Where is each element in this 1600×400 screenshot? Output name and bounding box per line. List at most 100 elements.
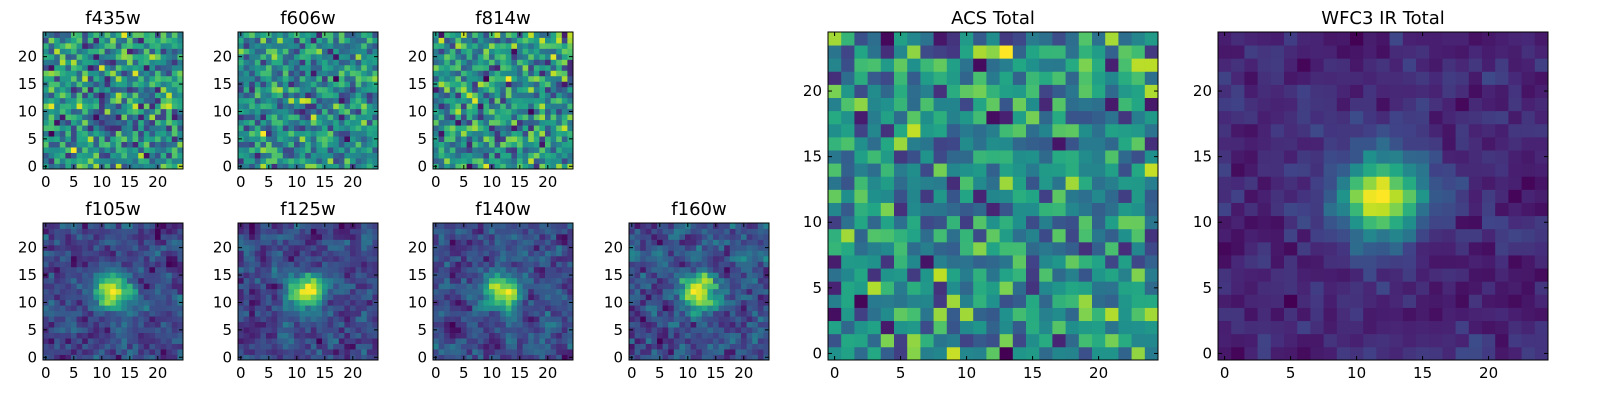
heatmap-cell	[294, 70, 300, 77]
heatmap-cell	[171, 283, 178, 290]
heatmap-cell	[662, 283, 669, 290]
heatmap-cell	[177, 343, 184, 350]
heatmap-cell	[344, 321, 351, 328]
heatmap-cell	[640, 332, 647, 339]
heatmap-cell	[854, 228, 868, 243]
heatmap-cell	[59, 283, 66, 290]
heatmap-cell	[127, 125, 133, 132]
heatmap-cell	[718, 277, 725, 284]
heatmap-cell	[316, 277, 323, 284]
heatmap-cell	[350, 147, 356, 153]
heatmap-cell	[149, 223, 156, 229]
heatmap-cell	[59, 92, 66, 99]
heatmap-cell	[550, 59, 557, 66]
heatmap-cell	[76, 59, 83, 66]
heatmap-cell	[1118, 333, 1132, 348]
heatmap-cell	[567, 316, 574, 323]
heatmap-cell	[517, 294, 523, 301]
heatmap-cell	[729, 327, 736, 333]
heatmap-cell	[238, 266, 244, 273]
heatmap-cell	[500, 272, 507, 279]
heatmap-cell	[1105, 307, 1119, 322]
heatmap-cell	[511, 354, 518, 361]
heatmap-cell	[545, 233, 551, 240]
heatmap-cell	[138, 141, 145, 148]
heatmap-cell	[1092, 320, 1106, 335]
heatmap-cell	[48, 103, 55, 110]
heatmap-cell	[763, 239, 770, 246]
heatmap-cell	[121, 125, 128, 132]
heatmap-cell	[438, 53, 445, 60]
heatmap-cell	[327, 288, 334, 295]
heatmap-cell	[634, 288, 641, 295]
heatmap-cell	[505, 354, 512, 361]
heatmap-cell	[271, 64, 278, 71]
heatmap-cell	[254, 261, 261, 268]
heatmap-cell	[757, 294, 764, 301]
heatmap-cell	[76, 136, 83, 142]
heatmap-cell	[724, 244, 731, 251]
heatmap-cell	[99, 255, 105, 262]
heatmap-cell	[561, 152, 568, 159]
heatmap-cell	[517, 48, 523, 55]
heatmap-cell	[550, 255, 557, 262]
heatmap-cell	[1131, 241, 1146, 256]
heatmap-cell	[355, 152, 362, 159]
heatmap-cell	[500, 316, 507, 323]
heatmap-cell	[266, 114, 272, 121]
heatmap-cell	[249, 349, 256, 355]
heatmap-cell	[333, 321, 340, 328]
heatmap-cell	[327, 327, 334, 333]
heatmap-cell	[299, 321, 306, 328]
heatmap-cell	[556, 114, 563, 121]
heatmap-cell	[121, 114, 128, 121]
heatmap-cell	[93, 316, 100, 323]
heatmap-cell	[310, 92, 317, 99]
heatmap-cell	[43, 114, 49, 121]
heatmap-cell	[645, 261, 652, 268]
heatmap-cell	[59, 255, 66, 262]
heatmap-cell	[651, 305, 658, 312]
x-tick-label: 0	[627, 364, 637, 382]
heatmap-cell	[305, 158, 312, 164]
heatmap-cell	[489, 147, 495, 153]
heatmap-cell	[277, 32, 284, 38]
heatmap-cell	[707, 266, 714, 273]
heatmap-cell	[277, 277, 284, 284]
heatmap-cell	[634, 316, 641, 323]
heatmap-cell	[757, 349, 764, 355]
y-tick-label: 15	[408, 266, 427, 284]
heatmap-cell	[288, 75, 295, 82]
heatmap-cell	[477, 86, 484, 93]
heatmap-cell	[461, 64, 467, 71]
heatmap-cell	[735, 327, 742, 333]
heatmap-cell	[59, 53, 66, 60]
heatmap-cell	[87, 228, 94, 235]
heatmap-cell	[511, 136, 518, 142]
heatmap-cell	[338, 239, 345, 246]
heatmap-cell	[505, 299, 512, 306]
heatmap-cell	[76, 349, 83, 355]
heatmap-cell	[249, 327, 256, 333]
heatmap-cell	[132, 244, 139, 251]
heatmap-cell	[71, 48, 77, 55]
heatmap-cell	[121, 163, 128, 170]
heatmap-cell	[361, 64, 368, 71]
heatmap-cell	[110, 343, 117, 350]
heatmap-cell	[528, 299, 535, 306]
heatmap-cell	[115, 147, 122, 153]
heatmap-cell	[260, 59, 267, 66]
heatmap-cell	[433, 305, 439, 312]
heatmap-cell	[121, 228, 128, 235]
heatmap-cell	[438, 266, 445, 273]
heatmap-cell	[316, 288, 323, 295]
heatmap-cell	[249, 141, 256, 148]
heatmap-cell	[322, 59, 328, 66]
heatmap-cell	[556, 64, 563, 71]
heatmap-cell	[539, 272, 546, 279]
heatmap-cell	[322, 114, 328, 121]
heatmap-cell	[494, 152, 501, 159]
heatmap-cell	[260, 327, 267, 333]
heatmap-cell	[149, 53, 156, 60]
heatmap-cell	[539, 59, 546, 66]
